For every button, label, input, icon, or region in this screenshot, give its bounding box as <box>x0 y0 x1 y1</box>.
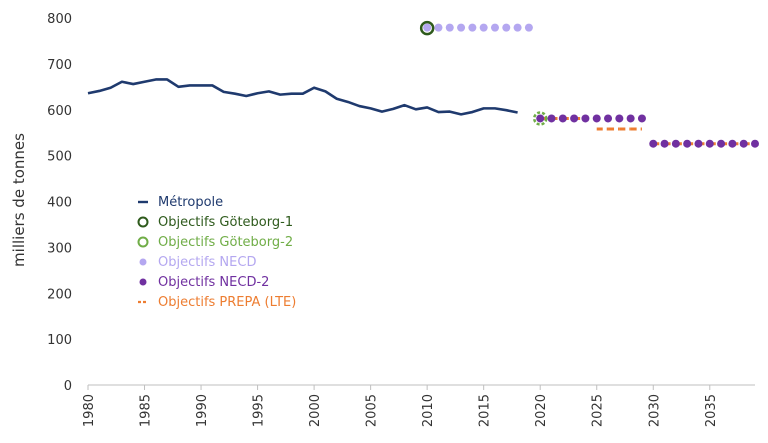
necd2-point <box>592 114 601 123</box>
legend-item-goteborg2: Objectifs Göteborg-2 <box>137 235 293 250</box>
necd2-point <box>660 139 669 148</box>
y-tick-label: 0 <box>64 379 72 394</box>
necd2-point <box>581 114 590 123</box>
legend-item-goteborg1: Objectifs Göteborg-1 <box>137 215 293 230</box>
metropole-line <box>87 78 518 116</box>
series-goteborg2 <box>532 111 548 126</box>
y-tick-label: 700 <box>47 58 72 73</box>
x-tick-label: 2005 <box>365 394 380 427</box>
necd2-point <box>705 139 714 148</box>
y-tick-label: 500 <box>47 150 72 165</box>
legend-label: Objectifs Göteborg-2 <box>158 235 293 250</box>
series-layer <box>87 20 759 148</box>
x-tick-label: 2000 <box>308 394 323 427</box>
x-tick-label: 2010 <box>421 394 436 427</box>
x-tick-label: 1995 <box>252 394 267 427</box>
legend-swatch <box>139 278 147 286</box>
legend-swatch <box>137 236 149 248</box>
necd-point <box>434 23 443 32</box>
legend-item-metropole: Métropole <box>138 195 223 210</box>
legend-label: Métropole <box>158 195 223 210</box>
y-tick-label: 100 <box>47 333 72 348</box>
necd-point <box>513 23 522 32</box>
axes: 0 100 200 300 400 500 600 700 800 1980 1985 1990 199… <box>47 12 755 427</box>
necd2-point <box>694 139 703 148</box>
legend-swatch <box>137 216 149 228</box>
necd-point <box>502 23 511 32</box>
necd-point <box>423 23 432 32</box>
y-axis-label: milliers de tonnes <box>10 133 28 267</box>
x-tick-label: 2020 <box>534 394 549 427</box>
necd2-point <box>717 139 726 148</box>
series-necd <box>423 23 533 32</box>
legend-label: Objectifs NECD-2 <box>158 275 269 290</box>
necd-point <box>479 23 488 32</box>
necd2-point <box>547 114 556 123</box>
x-tick-label: 2030 <box>647 394 662 427</box>
necd2-point <box>604 114 613 123</box>
goteborg1-point <box>419 20 435 36</box>
legend-label: Objectifs NECD <box>158 255 256 270</box>
necd2-point <box>570 114 579 123</box>
necd-point <box>490 23 499 32</box>
necd2-point <box>728 139 737 148</box>
series-prepa <box>540 116 756 146</box>
necd2-point <box>739 139 748 148</box>
legend-label: Objectifs PREPA (LTE) <box>158 295 296 310</box>
y-tick-label: 200 <box>47 287 72 302</box>
series-necd2 <box>536 114 759 148</box>
x-tick-label: 2025 <box>591 394 606 427</box>
necd2-point <box>558 114 567 123</box>
legend-swatch <box>139 258 147 266</box>
x-tick-label: 1980 <box>82 394 97 427</box>
necd-point <box>468 23 477 32</box>
necd2-point <box>751 139 759 148</box>
necd2-point <box>649 139 658 148</box>
legend-item-necd: Objectifs NECD <box>139 255 256 270</box>
legend-label: Objectifs Göteborg-1 <box>158 215 293 230</box>
necd-point <box>445 23 454 32</box>
x-tick-label: 1990 <box>195 394 210 427</box>
necd2-point <box>626 114 635 123</box>
y-tick-label: 800 <box>47 12 72 27</box>
y-tick-label: 400 <box>47 196 72 211</box>
x-tick-label: 1985 <box>139 394 154 427</box>
y-tick-label: 600 <box>47 104 72 119</box>
necd-point <box>524 23 533 32</box>
legend-item-prepa: Objectifs PREPA (LTE) <box>138 295 296 310</box>
necd2-point <box>683 139 692 148</box>
series-metropole <box>87 78 518 116</box>
necd2-point <box>536 114 545 123</box>
necd-point <box>457 23 466 32</box>
series-goteborg1 <box>419 20 435 36</box>
necd2-point <box>671 139 680 148</box>
x-tick-label: 2015 <box>478 394 493 427</box>
necd2-point <box>615 114 624 123</box>
legend: Métropole Objectifs Göteborg-1 Objectifs G… <box>137 195 296 310</box>
goteborg2-point <box>532 111 548 126</box>
legend-item-necd2: Objectifs NECD-2 <box>139 275 269 290</box>
necd2-point <box>637 114 646 123</box>
y-tick-label: 300 <box>47 241 72 256</box>
x-tick-label: 2035 <box>704 394 719 427</box>
